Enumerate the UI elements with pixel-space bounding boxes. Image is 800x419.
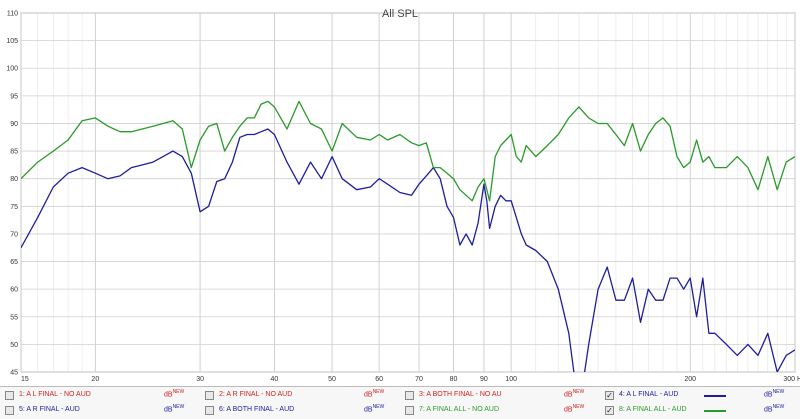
- legend-unit-5: dBNEW: [164, 404, 185, 414]
- x-tick-label: 90: [480, 376, 488, 383]
- x-tick-label: 50: [328, 376, 336, 383]
- legend-row-2: 5: A R FINAL - AUD dBNEW 6: A BOTH FINAL…: [0, 403, 800, 419]
- legend-checkbox-1[interactable]: [5, 391, 14, 400]
- chart-title: All SPL: [382, 8, 418, 20]
- legend-unit-6: dBNEW: [364, 404, 385, 414]
- y-tick-label: 45: [10, 370, 18, 377]
- legend-label-1: 1: A L FINAL - NO AUD: [19, 391, 91, 398]
- x-tick-label: 30: [196, 376, 204, 383]
- legend-label-4: 4: A L FINAL - AUD: [619, 391, 679, 398]
- y-tick-label: 70: [10, 231, 18, 238]
- x-tick-label: 300: [783, 376, 795, 383]
- x-tick-label: 100: [505, 376, 517, 383]
- legend-label-8: 8: A FINAL ALL - AUD: [619, 406, 687, 413]
- legend-checkbox-4[interactable]: ✓: [605, 391, 614, 400]
- x-tick-label: 70: [415, 376, 423, 383]
- spl-chart: All SPL 15 20 30 40 50 60 70 80 90 100 200 300Hz 45 5…: [6, 8, 800, 384]
- series-layer: [21, 100, 795, 372]
- legend-unit-2: dBNEW: [364, 389, 385, 399]
- legend-unit-8: dBNEW: [764, 404, 785, 414]
- plot-background: [20, 12, 796, 373]
- grid: [20, 12, 796, 373]
- legend-label-6: 6: A BOTH FINAL - AUD: [219, 406, 295, 413]
- legend-checkbox-2[interactable]: [205, 391, 214, 400]
- x-tick-label: 15: [21, 376, 29, 383]
- legend-label-2: 2: A R FINAL - NO AUD: [219, 391, 293, 398]
- y-tick-label: 105: [6, 38, 18, 45]
- y-tick-label: 100: [6, 66, 18, 73]
- y-tick-label: 85: [10, 149, 18, 156]
- x-tick-label: 40: [271, 376, 279, 383]
- legend-checkbox-5[interactable]: [5, 406, 14, 415]
- legend-unit-3: dBNEW: [564, 389, 585, 399]
- legend-item-7[interactable]: 7: A FINAL ALL - NO AUD dBNEW: [400, 403, 600, 419]
- legend-label-3: 3: A BOTH FINAL - NO AU: [419, 391, 502, 398]
- legend-checkbox-6[interactable]: [205, 406, 214, 415]
- legend-label-5: 5: A R FINAL - AUD: [19, 406, 80, 413]
- legend-item-1[interactable]: 1: A L FINAL - NO AUD dBNEW: [0, 388, 200, 404]
- y-tick-label: 55: [10, 314, 18, 321]
- legend-line-8: [704, 410, 726, 412]
- legend-item-4[interactable]: ✓ 4: A L FINAL - AUD dBNEW: [600, 388, 800, 404]
- legend-line-4: [704, 395, 726, 397]
- y-tick-label: 60: [10, 287, 18, 294]
- legend-item-5[interactable]: 5: A R FINAL - AUD dBNEW: [0, 403, 200, 419]
- legend-item-8[interactable]: ✓ 8: A FINAL ALL - AUD dBNEW: [600, 403, 800, 419]
- legend-label-7: 7: A FINAL ALL - NO AUD: [419, 406, 500, 413]
- y-tick-label: 90: [10, 121, 18, 128]
- legend-item-2[interactable]: 2: A R FINAL - NO AUD dBNEW: [200, 388, 400, 404]
- legend: 1: A L FINAL - NO AUD dBNEW 2: A R FINAL…: [0, 386, 800, 419]
- legend-unit-4: dBNEW: [764, 389, 785, 399]
- y-tick-label: 95: [10, 93, 18, 100]
- series-line-1: [21, 128, 795, 372]
- legend-unit-7: dBNEW: [564, 404, 585, 414]
- x-tick-label: 20: [91, 376, 99, 383]
- y-tick-label: 75: [10, 204, 18, 211]
- legend-checkbox-7[interactable]: [405, 406, 414, 415]
- legend-item-3[interactable]: 3: A BOTH FINAL - NO AU dBNEW: [400, 388, 600, 404]
- legend-row-1: 1: A L FINAL - NO AUD dBNEW 2: A R FINAL…: [0, 388, 800, 404]
- y-tick-label: 50: [10, 342, 18, 349]
- x-tick-label: 200: [684, 376, 696, 383]
- x-unit-label: Hz: [797, 376, 800, 383]
- legend-item-6[interactable]: 6: A BOTH FINAL - AUD dBNEW: [200, 403, 400, 419]
- series-line-2: [21, 100, 795, 202]
- x-tick-label: 60: [375, 376, 383, 383]
- x-tick-label: 80: [450, 376, 458, 383]
- y-tick-label: 80: [10, 176, 18, 183]
- legend-unit-1: dBNEW: [164, 389, 185, 399]
- legend-checkbox-8[interactable]: ✓: [605, 406, 614, 415]
- tick-layer: 15 20 30 40 50 60 70 80 90 100 200 300Hz 45 50 55 60 65 7…: [6, 11, 800, 384]
- legend-checkbox-3[interactable]: [405, 391, 414, 400]
- y-tick-label: 65: [10, 259, 18, 266]
- y-tick-label: 110: [7, 11, 18, 18]
